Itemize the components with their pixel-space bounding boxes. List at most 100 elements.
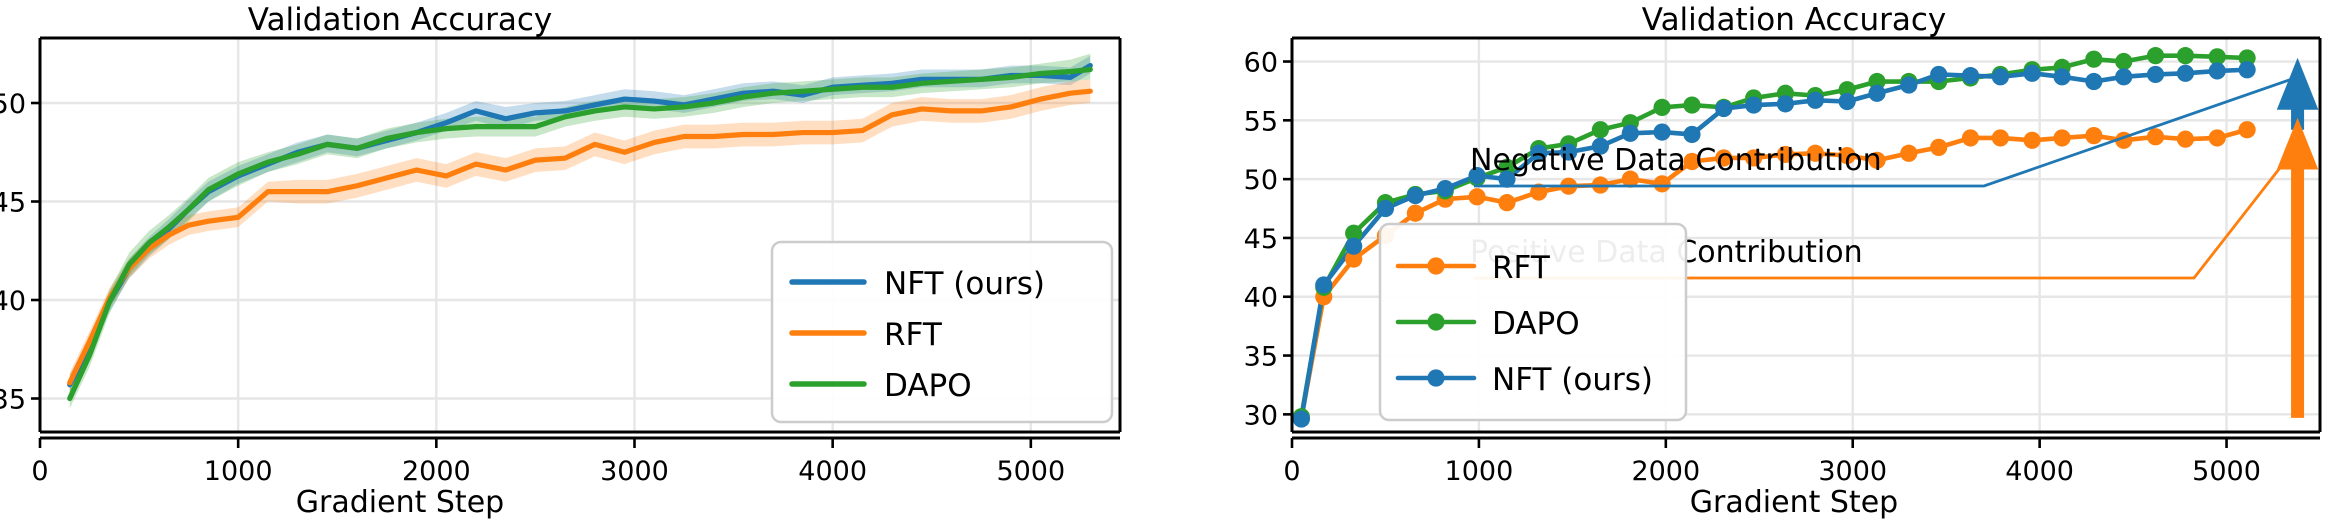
datapoint (1806, 91, 1824, 109)
left-xtick-0: 0 (31, 456, 48, 487)
right-ytick-30: 30 (1244, 400, 1278, 431)
datapoint (1745, 149, 1763, 167)
right-ticklabels: 30 35 40 45 50 55 60 0 1000 2000 3000 4000 5000 (1244, 48, 2261, 487)
left-xtick-3000: 3000 (600, 456, 669, 487)
datapoint (2023, 64, 2041, 82)
left-legend-label-0[interactable]: NFT (ours) (884, 266, 1045, 302)
right-axes (1290, 36, 2322, 440)
right-xtick-4000: 4000 (2005, 456, 2074, 487)
datapoint (1806, 144, 1824, 162)
datapoint (1345, 250, 1363, 268)
datapoint (2208, 48, 2226, 66)
datapoint (1406, 187, 1424, 205)
band-0 (69, 55, 1091, 395)
datapoint (1653, 123, 1671, 141)
right-ytick-35: 35 (1244, 342, 1278, 373)
datapoint (2146, 47, 2165, 65)
right-ytick-45: 45 (1244, 224, 1278, 255)
left-xtick-4000: 4000 (798, 456, 867, 487)
datapoint (1868, 72, 1886, 91)
datapoint (2176, 64, 2195, 82)
datapoint (1930, 138, 1948, 156)
datapoint (2146, 128, 2165, 146)
datapoint (1345, 224, 1363, 242)
left-xtick-2000: 2000 (402, 456, 471, 487)
datapoint (2023, 131, 2041, 149)
datapoint (1498, 158, 1516, 176)
datapoint (1961, 67, 1980, 85)
left-legend-box (770, 240, 1114, 424)
datapoint (2238, 61, 2256, 79)
left-xaxis-label: Gradient Step (296, 485, 504, 520)
right-chart-title: Validation Accuracy (1642, 2, 1946, 38)
datapoint (1315, 276, 1333, 294)
left-lines (67, 62, 1093, 402)
right-xtick-1000: 1000 (1445, 456, 1514, 487)
datapoint (2208, 62, 2226, 80)
datapoint (1591, 137, 1609, 155)
left-legend-label-2[interactable]: DAPO (884, 368, 972, 404)
datapoint (1868, 84, 1886, 102)
datapoint (2208, 129, 2226, 147)
datapoint (1498, 170, 1516, 188)
datapoint (1621, 124, 1639, 142)
right-legend[interactable]: RFT DAPO NFT (ours) (1378, 222, 1688, 422)
positive-annotation-leader (1474, 154, 2291, 280)
right-legend-label-0[interactable]: RFT (1492, 250, 1551, 286)
datapoint (2238, 49, 2256, 67)
datapoint (1530, 183, 1548, 201)
datapoint (1653, 175, 1671, 193)
datapoint (1345, 237, 1363, 255)
datapoint (2085, 72, 2103, 91)
datapoint (2085, 127, 2103, 145)
datapoint (1900, 144, 1918, 162)
left-ytick-35: 35 (0, 385, 26, 416)
right-legend-marker-0 (1427, 257, 1445, 275)
datapoint (1991, 129, 2009, 147)
left-xtick-1000: 1000 (204, 456, 273, 487)
datapoint (1468, 188, 1486, 206)
right-ytick-60: 60 (1244, 48, 1278, 79)
right-legend-marker-1 (1427, 313, 1445, 331)
datapoint (2176, 47, 2195, 65)
right-legend-label-2[interactable]: NFT (ours) (1492, 362, 1653, 398)
datapoint (1621, 170, 1639, 188)
right-xaxis-label: Gradient Step (1690, 485, 1898, 520)
right-chart-svg: 30 35 40 45 50 55 60 0 1000 2000 3000 4000 5000 Vali… (1244, 2, 2322, 520)
datapoint (2053, 129, 2071, 147)
datapoint (1292, 410, 1310, 428)
left-ytick-45: 45 (0, 188, 26, 219)
left-chart-svg: 35 40 45 50 0 1000 2000 3000 4000 5000 Validation… (0, 2, 1122, 520)
right-legend-label-1[interactable]: DAPO (1492, 306, 1580, 342)
right-xtick-5000: 5000 (2192, 456, 2261, 487)
right-legend-box (1378, 222, 1688, 422)
right-ytick-40: 40 (1244, 283, 1278, 314)
series-line-dapo (67, 66, 1093, 402)
datapoint (1838, 81, 1856, 99)
left-panel: 35 40 45 50 0 1000 2000 3000 4000 5000 Validation… (0, 2, 1122, 520)
datapoint (2238, 121, 2256, 139)
datapoint (1961, 129, 1980, 147)
datapoint (1376, 199, 1395, 218)
left-ytick-40: 40 (0, 286, 26, 317)
datapoint (1868, 151, 1886, 169)
right-xtick-3000: 3000 (1818, 456, 1887, 487)
right-panel: 30 35 40 45 50 55 60 0 1000 2000 3000 4000 5000 Vali… (1174, 0, 2348, 532)
datapoint (1838, 147, 1856, 165)
datapoint (1406, 204, 1424, 222)
datapoint (1715, 149, 1733, 167)
datapoint (2115, 68, 2133, 86)
datapoint (1991, 68, 2009, 86)
right-xtick-2000: 2000 (1631, 456, 1700, 487)
left-legend-label-1[interactable]: RFT (884, 317, 943, 353)
left-axes (38, 36, 1122, 440)
datapoint (2146, 65, 2165, 84)
series-line-rft (67, 88, 1093, 386)
datapoint (1930, 65, 1948, 84)
datapoint (1900, 76, 1918, 94)
datapoint (1683, 152, 1701, 171)
negative-annotation-leader (1474, 77, 2293, 188)
datapoint (1683, 125, 1701, 144)
left-legend[interactable]: NFT (ours) RFT DAPO (770, 240, 1114, 424)
right-ytick-55: 55 (1244, 106, 1278, 137)
